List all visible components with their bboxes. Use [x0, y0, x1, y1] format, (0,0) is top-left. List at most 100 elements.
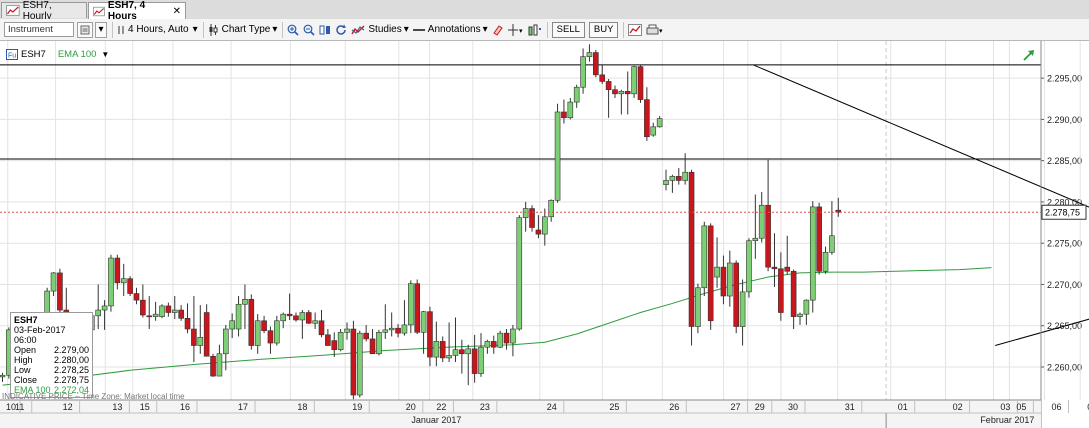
candle [50, 272, 57, 297]
eraser-icon[interactable] [492, 21, 504, 39]
x-tick-label: 25 [609, 402, 619, 412]
x-axis-background [0, 400, 1041, 428]
candle [165, 302, 172, 317]
candle [408, 280, 414, 334]
zoom-in-icon[interactable] [287, 21, 299, 39]
candle-body [356, 332, 363, 396]
x-tick-label: 27 [731, 402, 741, 412]
candle-body [414, 283, 421, 333]
annotations-menu[interactable]: Annotations ▾ [412, 21, 488, 39]
candle-body [522, 208, 529, 218]
candle [280, 312, 287, 329]
x-tick-label: 06 [1051, 402, 1061, 412]
candle [235, 296, 242, 337]
candle-body [191, 328, 197, 346]
candle-body [771, 266, 778, 270]
candle-body [446, 355, 452, 359]
x-tick-label: 12 [63, 402, 73, 412]
order-entry-icon[interactable] [528, 21, 542, 39]
bar-spacing-icon[interactable] [319, 21, 331, 39]
candle-body [388, 327, 395, 331]
last-price-box [1041, 204, 1087, 220]
print-icon[interactable]: ▾ [646, 21, 664, 39]
svg-text:▾: ▾ [519, 28, 523, 35]
studies-menu[interactable]: Studies ▾ [351, 21, 409, 39]
candle [312, 312, 318, 330]
candle [299, 310, 306, 339]
candle-body [612, 89, 618, 95]
refresh-icon[interactable] [335, 21, 347, 39]
candle [356, 330, 363, 398]
legend-symbol[interactable]: ESH7 [21, 49, 46, 60]
candle [663, 169, 669, 191]
x-tick-label: 23 [480, 402, 490, 412]
crosshair-icon[interactable]: ▾ [507, 21, 524, 39]
legend-dropdown-icon[interactable]: ▼ [101, 50, 110, 59]
candle [223, 324, 229, 371]
x-tick-label: 26 [669, 402, 679, 412]
candle-body [171, 309, 178, 313]
x-tick-label: 24 [547, 402, 557, 412]
close-icon[interactable]: ✕ [172, 5, 181, 17]
candle [133, 287, 140, 305]
candle-body [656, 118, 663, 128]
candle-body [178, 309, 184, 319]
sell-button[interactable]: SELL [551, 21, 585, 38]
candle-body [344, 328, 350, 333]
candle-body [293, 315, 299, 321]
instrument-input[interactable]: Instrument [4, 22, 74, 37]
legend-ema[interactable]: EMA 100 [57, 49, 97, 60]
candle [637, 64, 644, 103]
last-price-label: 2.278,75 [1045, 208, 1080, 218]
candle-body [541, 216, 548, 235]
x-tick-label: 15 [140, 402, 150, 412]
candle-body [605, 81, 612, 90]
info-row-ema: EMA 100 2.272,04 [14, 385, 89, 395]
zoom-out-icon[interactable] [303, 21, 315, 39]
candle [484, 339, 491, 354]
x-tick-label: 01 [898, 402, 908, 412]
candle-body [408, 283, 414, 326]
candle [478, 333, 484, 377]
x-tick-label: 30 [788, 402, 798, 412]
price-chart[interactable]: 2.295,00 2.290,00 2.285,00 2.280,00 2.275,00… [0, 41, 1089, 428]
candle [471, 334, 478, 383]
candle-body [835, 209, 842, 213]
candle [707, 223, 714, 330]
candle-body [337, 332, 344, 350]
candle [561, 99, 567, 124]
candle-body [261, 320, 267, 331]
tab-esh7-hourly[interactable]: ESH7, Hourly [1, 0, 87, 22]
candle-body [420, 311, 427, 333]
tab-esh7-4-hours[interactable]: ESH7, 4 Hours ✕ [88, 0, 186, 22]
crosshair-info-box: ESH7 03-Feb-2017 06:00 Open 2.279,00 High… [10, 312, 93, 398]
tab-label: ESH7, Hourly [22, 0, 52, 22]
candle [784, 235, 791, 275]
buy-button[interactable]: BUY [588, 21, 619, 38]
chart-type-menu[interactable]: Chart Type ▾ [208, 21, 277, 39]
candle-body [816, 206, 822, 272]
trend-line [995, 318, 1089, 347]
interval-selector[interactable]: 4 Hours, Auto ▾ [117, 21, 198, 39]
chart-settings-icon[interactable] [628, 21, 643, 39]
candle-body [765, 204, 771, 268]
candle [293, 312, 299, 322]
candle [548, 199, 554, 222]
candle-body [108, 257, 114, 307]
chart-area[interactable]: 2.295,00 2.290,00 2.285,00 2.280,00 2.275,00… [0, 41, 1089, 428]
candle [816, 202, 822, 275]
instrument-lookup-icon[interactable] [77, 21, 93, 38]
candle [127, 276, 133, 297]
candle-body [433, 341, 440, 358]
candle-body [401, 324, 408, 334]
candle [733, 260, 740, 334]
candle-body [758, 204, 765, 239]
candle-body [663, 180, 669, 185]
dropdown-arrow-icon[interactable]: ▾ [95, 21, 107, 38]
interval-label: 4 Hours, Auto [128, 24, 189, 35]
candle [337, 329, 344, 352]
y-tick-label: 2.290,00 [1047, 115, 1082, 125]
x-tick-label: 13 [112, 402, 122, 412]
info-symbol: ESH7 [14, 315, 38, 325]
candle-body [669, 176, 676, 181]
